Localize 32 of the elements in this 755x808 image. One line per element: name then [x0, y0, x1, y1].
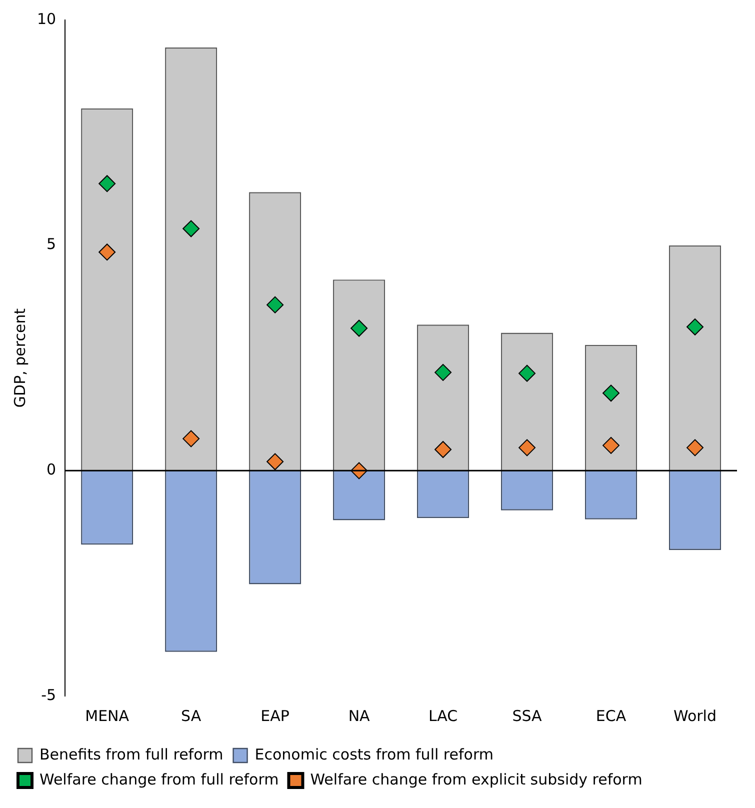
y-axis-title: GDP, percent — [10, 308, 29, 408]
point — [602, 436, 620, 454]
point — [98, 175, 116, 192]
x-tick-label: World — [674, 706, 717, 725]
point — [686, 318, 704, 336]
point — [266, 453, 284, 470]
y-tick-label: 0 — [46, 460, 56, 479]
y-tick-label: 10 — [36, 10, 56, 28]
point — [602, 384, 620, 402]
point — [182, 220, 200, 238]
x-tick-label: NA — [348, 706, 371, 725]
point — [518, 439, 536, 456]
x-tick-label: ECA — [596, 706, 627, 725]
point — [266, 296, 284, 314]
y-tick-label: -5 — [41, 686, 56, 704]
point — [686, 439, 704, 456]
point — [434, 440, 452, 458]
x-tick-label: LAC — [428, 706, 458, 725]
y-tick-label: 5 — [46, 235, 56, 254]
legend-label: Welfare change from full reform — [40, 770, 279, 788]
point — [182, 430, 200, 448]
point — [434, 364, 452, 381]
legend-label: Economic costs from full reform — [254, 745, 494, 764]
point — [350, 320, 368, 337]
x-tick-label: EAP — [260, 706, 290, 725]
x-tick-label: SSA — [512, 706, 543, 725]
point — [98, 244, 116, 261]
point — [518, 364, 536, 382]
x-tick-label: SA — [181, 706, 202, 725]
legend-label: Welfare change from explicit subsidy reform — [310, 770, 642, 788]
legend-label: Benefits from full reform — [40, 745, 224, 764]
x-tick-label: MENA — [85, 706, 130, 725]
